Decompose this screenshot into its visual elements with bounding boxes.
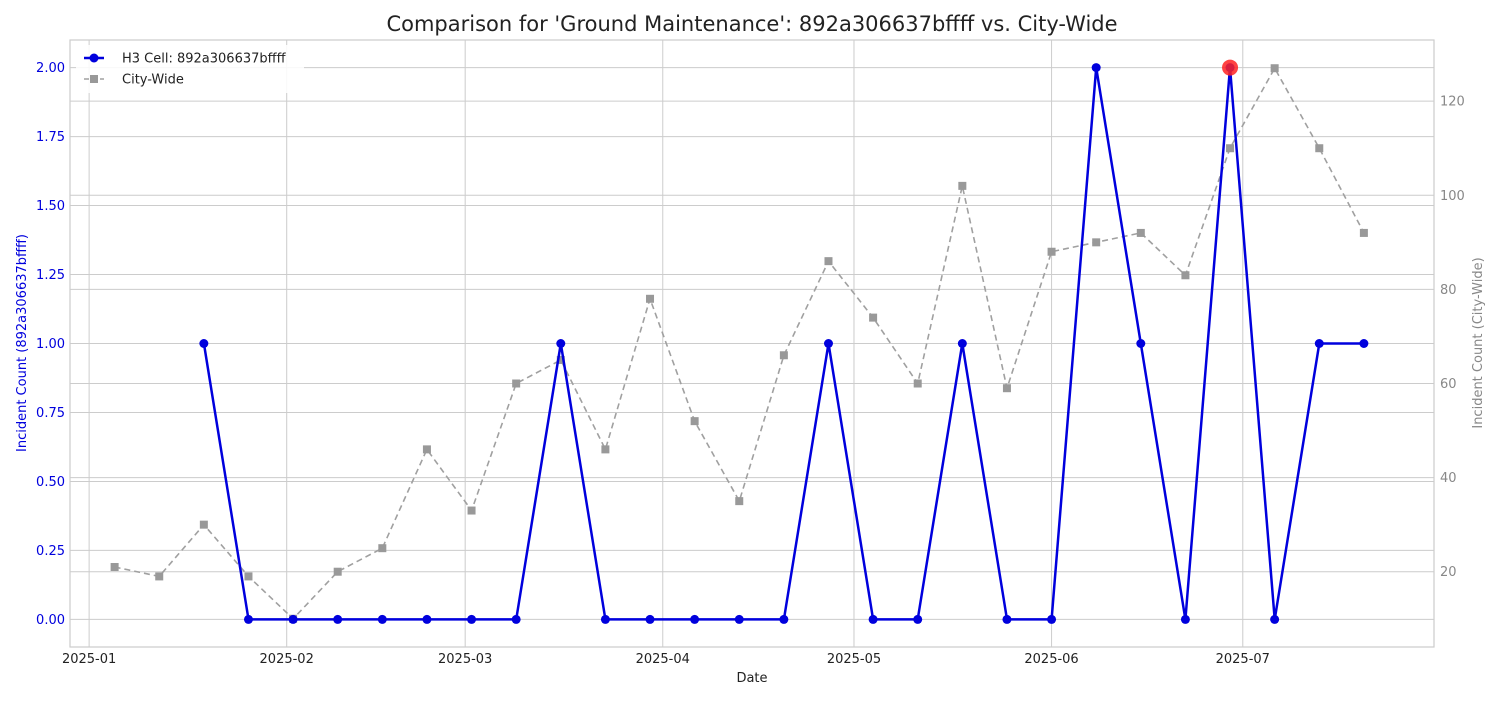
legend-label-0: H3 Cell: 892a306637bffff <box>122 52 287 67</box>
series-0-point-26 <box>1359 339 1369 348</box>
series-1-point-0 <box>110 563 119 572</box>
y-right-tick-label-4: 100 <box>1440 189 1465 204</box>
tick-labels: 0.00 0.25 0.50 0.75 1.00 1.25 1.50 1.75 2.00 20 40… <box>36 61 1465 667</box>
series-1-point-11 <box>601 445 610 454</box>
series-0-point-6 <box>467 614 477 624</box>
legend-marker-1 <box>90 75 98 83</box>
series-0-point-9 <box>600 614 610 624</box>
y-axis-right-label: Incident Count (City-Wide) <box>1471 257 1486 428</box>
series-0-point-24 <box>1270 614 1280 624</box>
series-1-point-28 <box>1359 228 1368 237</box>
y-left-tick-label-1: 0.25 <box>36 544 65 559</box>
y-left-tick-label-8: 2.00 <box>36 61 65 76</box>
series-0-point-1 <box>243 614 253 624</box>
series-1-point-10 <box>556 355 565 364</box>
y-left-tick-label-2: 0.50 <box>36 475 65 490</box>
series-0-point-22 <box>1180 614 1190 624</box>
series-0-point-4 <box>377 614 387 624</box>
y-axis-left-label: Incident Count (892a306637bffff) <box>15 234 30 452</box>
series-0-point-0 <box>199 339 209 348</box>
series-1-point-27 <box>1315 144 1324 153</box>
series-0-point-18 <box>1002 614 1012 624</box>
series-0-point-5 <box>422 614 432 624</box>
series-1-point-20 <box>1002 384 1011 393</box>
series-1-point-13 <box>690 417 699 426</box>
series-0-point-17 <box>957 339 967 348</box>
series-0-point-16 <box>913 614 923 624</box>
series-1-point-21 <box>1047 247 1056 256</box>
chart-title: Comparison for 'Ground Maintenance': 892… <box>386 12 1117 36</box>
x-tick-label-2: 2025-03 <box>438 652 492 667</box>
series-1-point-24 <box>1181 271 1190 280</box>
series-0-point-14 <box>823 339 833 348</box>
series-0-point-10 <box>645 614 655 624</box>
series-0-point-8 <box>556 339 566 348</box>
y-right-tick-label-0: 20 <box>1440 565 1457 580</box>
series-1-point-8 <box>467 506 476 515</box>
series-1-point-23 <box>1136 228 1145 237</box>
plot-frame <box>69 39 1435 648</box>
series-1-point-16 <box>824 257 833 266</box>
series-1-point-17 <box>869 313 878 322</box>
y-right-tick-label-1: 40 <box>1440 471 1457 486</box>
y-left-tick-label-6: 1.50 <box>36 199 65 214</box>
series-1-point-9 <box>512 379 521 388</box>
series-1-point-25 <box>1226 144 1235 153</box>
x-tick-label-3: 2025-04 <box>636 652 690 667</box>
series-0-point-15 <box>868 614 878 624</box>
y-left-tick-label-4: 1.00 <box>36 337 65 352</box>
legend: H3 Cell: 892a306637bffff City-Wide <box>76 45 304 93</box>
legend-box <box>76 45 304 93</box>
y-right-tick-label-2: 60 <box>1440 377 1457 392</box>
highlight-point <box>1222 59 1239 76</box>
series-1-point-14 <box>735 497 744 506</box>
series-0-point-25 <box>1314 339 1324 348</box>
y-right-tick-label-5: 120 <box>1440 95 1465 110</box>
series-0-point-13 <box>779 614 789 624</box>
series-0-point-3 <box>333 614 343 624</box>
x-tick-label-4: 2025-05 <box>827 652 881 667</box>
series-0-point-20 <box>1091 63 1101 73</box>
y-left-tick-label-7: 1.75 <box>36 130 65 145</box>
series-1-point-15 <box>779 351 788 360</box>
series-1-point-22 <box>1092 238 1101 247</box>
x-axis-label: Date <box>736 671 767 686</box>
series-0-point-12 <box>734 614 744 624</box>
series-1-point-6 <box>378 544 387 553</box>
series-1-point-3 <box>244 572 253 581</box>
series-1-point-7 <box>422 445 431 454</box>
series-lines <box>110 59 1369 624</box>
legend-label-1: City-Wide <box>122 73 184 88</box>
series-1-point-5 <box>333 567 342 576</box>
series-1-point-1 <box>155 572 164 581</box>
x-tick-label-6: 2025-07 <box>1216 652 1270 667</box>
x-tick-label-0: 2025-01 <box>62 652 116 667</box>
y-left-tick-label-0: 0.00 <box>36 613 65 628</box>
series-0-point-21 <box>1136 339 1146 348</box>
legend-marker-0 <box>89 53 99 63</box>
x-tick-label-5: 2025-06 <box>1024 652 1078 667</box>
y-left-tick-label-3: 0.75 <box>36 406 65 421</box>
y-left-tick-label-5: 1.25 <box>36 268 65 283</box>
series-1-point-19 <box>958 181 967 190</box>
x-tick-label-1: 2025-02 <box>260 652 314 667</box>
series-0-point-2 <box>288 614 298 624</box>
series-1-point-12 <box>646 294 655 303</box>
series-1-point-18 <box>913 379 922 388</box>
series-0-point-19 <box>1047 614 1057 624</box>
grid-lines <box>70 40 1434 647</box>
series-1-point-26 <box>1270 64 1279 73</box>
series-line-1 <box>114 66 1365 620</box>
series-0-point-11 <box>690 614 700 624</box>
series-1-point-2 <box>199 520 208 529</box>
y-right-tick-label-3: 80 <box>1440 283 1457 298</box>
series-0-point-7 <box>511 614 521 624</box>
